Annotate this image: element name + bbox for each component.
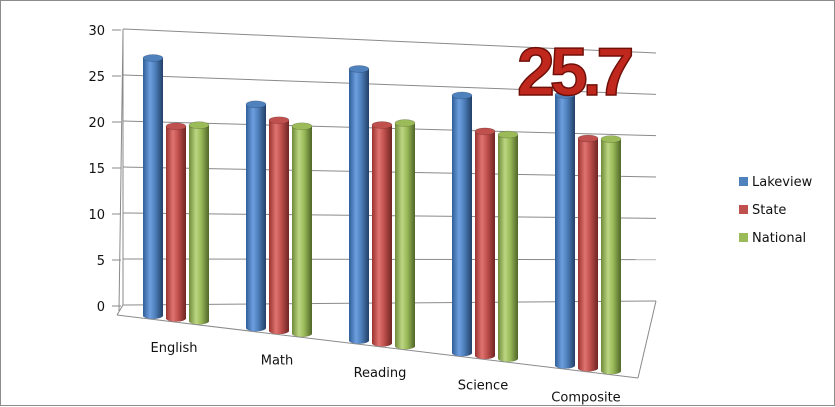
bar-state-composite	[577, 134, 599, 372]
axes	[112, 29, 657, 379]
annotation-label: 25.7	[517, 34, 632, 110]
y-tick-label: 15	[88, 162, 105, 177]
bar-state-reading	[371, 121, 393, 347]
bar-lakeview-math	[245, 100, 267, 332]
legend-swatch-lakeview	[739, 177, 748, 186]
bars	[142, 54, 622, 375]
y-tick-label: 25	[88, 70, 105, 85]
legend-label-state: State	[752, 203, 786, 218]
y-tick-label: 10	[88, 208, 105, 223]
gridline	[122, 74, 657, 95]
y-tick-label: 5	[97, 254, 105, 269]
bar-lakeview-science	[451, 91, 473, 357]
bar-state-english	[165, 122, 187, 322]
gridline	[122, 28, 657, 54]
floor-edge	[116, 304, 124, 316]
legend-swatch-state	[739, 205, 748, 214]
bar-lakeview-reading	[348, 65, 370, 344]
bar-state-math	[268, 116, 290, 335]
bar-national-science	[497, 130, 519, 362]
x-tick-label: Reading	[354, 366, 407, 381]
y-tick-label: 0	[97, 300, 105, 315]
bar-lakeview-english	[142, 54, 164, 319]
bar-state-science	[474, 127, 496, 359]
bar-national-math	[291, 122, 313, 337]
y-tick-label: 30	[88, 24, 105, 39]
x-tick-label: Composite	[551, 391, 620, 406]
x-tick-label: Math	[261, 353, 294, 368]
legend-label-lakeview: Lakeview	[752, 175, 813, 190]
x-axis	[116, 314, 639, 379]
legend: Lakeview State National	[739, 175, 813, 246]
x-tick-label: English	[151, 341, 198, 356]
y-tick-label: 20	[88, 116, 105, 131]
y-axis	[118, 30, 124, 312]
bar-lakeview-composite	[554, 91, 576, 369]
floor-edge	[637, 300, 657, 379]
bar-national-composite	[600, 135, 622, 375]
legend-swatch-national	[739, 233, 748, 242]
legend-label-national: National	[752, 231, 806, 246]
bar-national-reading	[394, 119, 416, 350]
axis-labels: 0 5 10 15 20 25 30 English Math Reading Science Com…	[88, 24, 620, 406]
x-tick-label: Science	[458, 378, 508, 393]
bar-national-english	[188, 121, 210, 325]
